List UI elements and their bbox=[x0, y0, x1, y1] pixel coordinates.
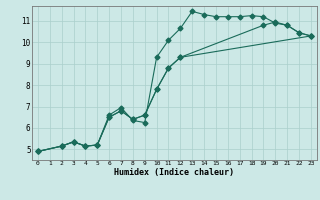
X-axis label: Humidex (Indice chaleur): Humidex (Indice chaleur) bbox=[115, 168, 234, 177]
